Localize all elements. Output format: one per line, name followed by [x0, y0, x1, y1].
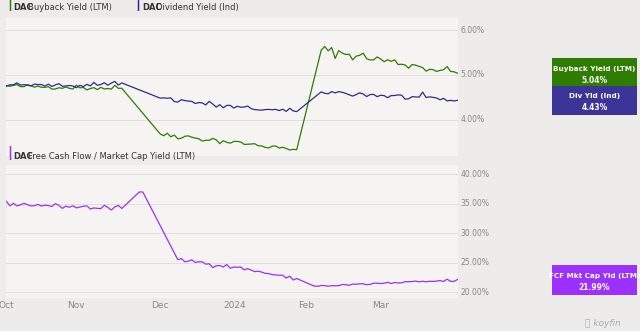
- Text: 5.00%: 5.00%: [461, 71, 485, 79]
- Text: |: |: [7, 146, 12, 160]
- Text: 21.99%: 21.99%: [579, 283, 611, 292]
- Text: DAC: DAC: [142, 3, 161, 12]
- Text: 4.43%: 4.43%: [581, 103, 608, 112]
- Text: 35.00%: 35.00%: [461, 199, 490, 208]
- Text: Free Cash Flow / Market Cap Yield (LTM): Free Cash Flow / Market Cap Yield (LTM): [28, 152, 195, 161]
- Text: 4.00%: 4.00%: [461, 115, 485, 124]
- Text: Dividend Yield (Ind): Dividend Yield (Ind): [156, 3, 239, 12]
- Text: Div Yld (Ind): Div Yld (Ind): [569, 93, 620, 99]
- Text: 5.04%: 5.04%: [582, 76, 607, 85]
- Text: DAC: DAC: [13, 3, 33, 12]
- Text: ⧗ koyfin: ⧗ koyfin: [585, 319, 621, 328]
- Text: 25.00%: 25.00%: [461, 258, 490, 267]
- Text: DAC: DAC: [13, 152, 33, 161]
- Text: 6.00%: 6.00%: [461, 25, 485, 34]
- Text: Buyback Yield (LTM): Buyback Yield (LTM): [554, 66, 636, 71]
- Text: |: |: [7, 0, 12, 11]
- Text: 30.00%: 30.00%: [461, 229, 490, 238]
- Text: |: |: [135, 0, 140, 11]
- Text: Buyback Yield (LTM): Buyback Yield (LTM): [28, 3, 112, 12]
- Text: 40.00%: 40.00%: [461, 170, 490, 179]
- Text: FCF Mkt Cap Yld (LTM): FCF Mkt Cap Yld (LTM): [549, 273, 640, 279]
- Text: 20.00%: 20.00%: [461, 288, 490, 297]
